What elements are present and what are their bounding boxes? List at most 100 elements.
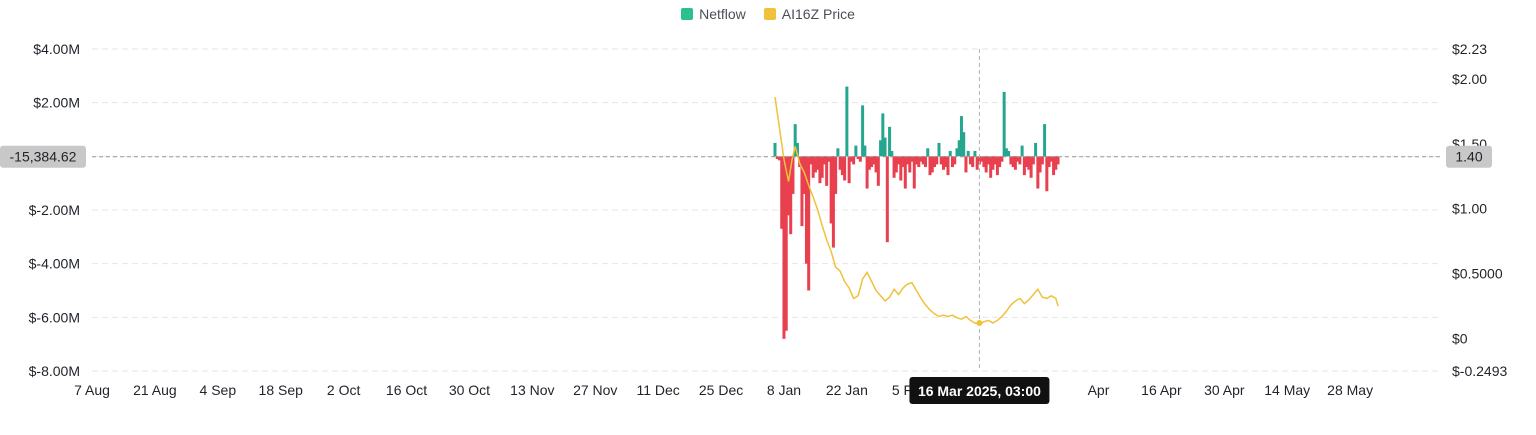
x-tick-label: 4 Sep xyxy=(200,382,237,398)
netflow-bar xyxy=(941,156,945,170)
x-tick-label: 25 Dec xyxy=(699,382,743,398)
netflow-bar xyxy=(836,148,840,157)
netflow-bar xyxy=(793,124,797,157)
legend-item-price[interactable]: AI16Z Price xyxy=(763,6,855,22)
netflow-bar xyxy=(847,156,851,184)
netflow-bar xyxy=(1038,156,1042,173)
netflow-bar xyxy=(773,142,777,157)
netflow-bar xyxy=(1000,156,1004,162)
left-tick-label: $-2.00M xyxy=(29,202,80,218)
netflow-bar xyxy=(888,126,892,157)
netflow-bar xyxy=(1016,156,1020,162)
netflow-bar xyxy=(950,156,954,168)
right-tick-label: $-0.2493 xyxy=(1452,363,1507,379)
netflow-bar xyxy=(939,156,943,165)
netflow-bar xyxy=(861,105,865,157)
netflow-bar xyxy=(998,156,1002,168)
netflow-bar xyxy=(917,156,921,168)
netflow-bar xyxy=(809,156,813,165)
netflow-bar xyxy=(804,156,808,264)
netflow-bar xyxy=(995,156,999,176)
crosshair-date-label: 16 Mar 2025, 03:00 xyxy=(918,383,1041,399)
x-tick-label: 11 Dec xyxy=(636,382,679,398)
netflow-bar xyxy=(849,156,853,162)
netflow-bar xyxy=(1040,156,1044,165)
netflow-bar xyxy=(1020,145,1024,157)
netflow-bar xyxy=(1043,124,1047,157)
netflow-bar xyxy=(820,156,824,178)
x-tick-label: 16 Oct xyxy=(386,382,427,398)
netflow-bar xyxy=(892,156,896,178)
netflow-bar xyxy=(883,137,887,157)
legend-item-netflow[interactable]: Netflow xyxy=(681,6,746,22)
left-tick-label: $-4.00M xyxy=(29,256,80,272)
legend-swatch-price xyxy=(763,8,776,20)
netflow-bar xyxy=(870,156,874,168)
netflow-bar xyxy=(811,156,815,178)
netflow-bar xyxy=(989,156,993,178)
left-tick-label: $-8.00M xyxy=(29,363,80,379)
netflow-bar xyxy=(1004,148,1008,157)
netflow-bar xyxy=(962,132,966,157)
netflow-bar xyxy=(879,140,883,157)
netflow-bar xyxy=(874,156,878,173)
netflow-bar xyxy=(903,156,907,189)
netflow-bar xyxy=(863,145,867,157)
netflow-bar xyxy=(802,156,806,194)
right-tick-label: $2.23 xyxy=(1452,41,1487,57)
netflow-bar xyxy=(986,156,990,165)
netflow-bar xyxy=(780,156,784,229)
netflow-bar xyxy=(955,148,959,157)
x-tick-label: 2 Oct xyxy=(327,382,361,398)
netflow-bar xyxy=(1022,156,1026,176)
netflow-bar xyxy=(894,156,898,173)
netflow-bar xyxy=(1036,156,1040,189)
x-tick-label: 18 Sep xyxy=(259,382,304,398)
netflow-bar xyxy=(795,142,799,157)
netflow-bar xyxy=(1052,156,1056,176)
netflow-bar xyxy=(775,156,779,160)
netflow-bar xyxy=(800,156,804,227)
x-tick-label: 16 Apr xyxy=(1141,382,1182,398)
netflow-bar xyxy=(1007,150,1011,157)
netflow-bar xyxy=(1047,156,1051,168)
netflow-bar xyxy=(786,156,790,216)
netflow-bar xyxy=(831,156,835,248)
netflow-bar xyxy=(876,156,880,186)
legend-swatch-netflow xyxy=(681,8,694,20)
x-tick-label: 21 Aug xyxy=(133,382,177,398)
netflow-bar xyxy=(1045,156,1049,192)
crosshair-right-label-box xyxy=(1446,145,1492,168)
netflow-bar xyxy=(1027,156,1031,170)
crosshair-price-dot xyxy=(976,320,983,327)
netflow-bar xyxy=(777,156,781,161)
netflow-bar xyxy=(897,156,901,165)
netflow-bar xyxy=(1009,156,1013,165)
legend: Netflow AI16Z Price xyxy=(0,6,1536,22)
netflow-bar xyxy=(843,156,847,181)
right-tick-label: $0.5000 xyxy=(1452,266,1503,282)
netflow-bar xyxy=(818,156,822,184)
netflow-bar xyxy=(899,156,903,181)
netflow-bar xyxy=(910,156,914,162)
netflow-bar xyxy=(930,156,934,173)
netflow-bar xyxy=(935,156,939,165)
netflow-bar xyxy=(964,156,968,173)
netflow-bar xyxy=(1054,156,1058,170)
netflow-bar xyxy=(829,156,833,224)
netflow-bar xyxy=(968,156,972,165)
crosshair-date-box xyxy=(909,377,1050,404)
legend-label-price: AI16Z Price xyxy=(781,6,855,22)
netflow-bar xyxy=(1025,156,1029,168)
x-tick-label: 22 Jan xyxy=(826,382,868,398)
crosshair-left-label: -15,384.62 xyxy=(10,149,77,165)
x-tick-label: 13 Nov xyxy=(510,382,554,398)
netflow-bar xyxy=(980,156,984,162)
netflow-bar xyxy=(926,148,930,157)
netflow-bar xyxy=(816,156,820,170)
right-tick-label: $2.00 xyxy=(1452,71,1487,87)
netflow-bar xyxy=(784,156,788,331)
netflow-bar xyxy=(813,156,817,173)
netflow-bar xyxy=(789,156,793,235)
